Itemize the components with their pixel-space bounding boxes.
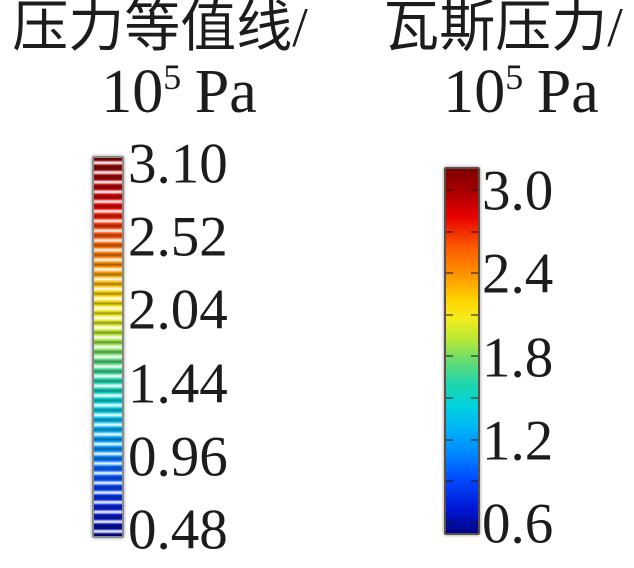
colorbar-gas-pressure	[444, 167, 480, 535]
tick-mark	[446, 355, 453, 358]
tick-label: 0.6	[482, 492, 554, 556]
tick-mark	[471, 230, 478, 233]
tick-mark	[471, 521, 478, 524]
tick-labels-pressure-contour: 3.10 2.52 2.04 1.44 0.96 0.48	[128, 135, 278, 558]
legend-title-pressure-contour: 压力等值线/	[12, 0, 308, 59]
tick-label: 3.0	[482, 159, 554, 223]
tick-mark	[446, 272, 453, 275]
tick-mark	[471, 355, 478, 358]
tick-label: 2.04	[128, 278, 228, 342]
unit-suffix: Pa	[194, 58, 257, 126]
tick-mark	[471, 272, 478, 275]
tick-labels-gas-pressure: 3.0 2.4 1.8 1.2 0.6	[482, 162, 632, 552]
tick-label: 0.48	[128, 498, 228, 562]
unit-base: 10	[443, 58, 506, 126]
tick-label: 1.2	[482, 409, 554, 473]
tick-mark	[471, 438, 478, 441]
unit-exponent: 5	[505, 56, 524, 97]
tick-mark	[446, 438, 453, 441]
tick-mark	[471, 189, 478, 191]
tick-label: 1.8	[482, 325, 554, 389]
tick-mark	[446, 189, 453, 191]
tick-label: 2.4	[482, 242, 554, 306]
tick-mark	[471, 313, 478, 316]
tick-label: 1.44	[128, 351, 228, 415]
legend-title-gas-pressure: 瓦斯压力/	[383, 0, 623, 59]
tick-mark	[446, 230, 453, 233]
tick-label: 3.10	[128, 132, 228, 196]
colorbar-pressure-contour	[92, 156, 124, 538]
tick-label: 2.52	[128, 205, 228, 269]
tick-mark	[446, 521, 453, 524]
tick-mark	[471, 480, 478, 483]
legend-unit-pressure-contour: 105 Pa	[18, 56, 340, 126]
legend-unit-gas-pressure: 105 Pa	[390, 56, 634, 126]
tick-mark	[446, 397, 453, 399]
tick-label: 0.96	[128, 425, 228, 489]
tick-mark	[446, 313, 453, 316]
unit-base: 10	[101, 58, 164, 126]
tick-mark	[471, 397, 478, 399]
unit-exponent: 5	[163, 56, 182, 97]
unit-suffix: Pa	[536, 58, 599, 126]
tick-mark	[446, 480, 453, 483]
